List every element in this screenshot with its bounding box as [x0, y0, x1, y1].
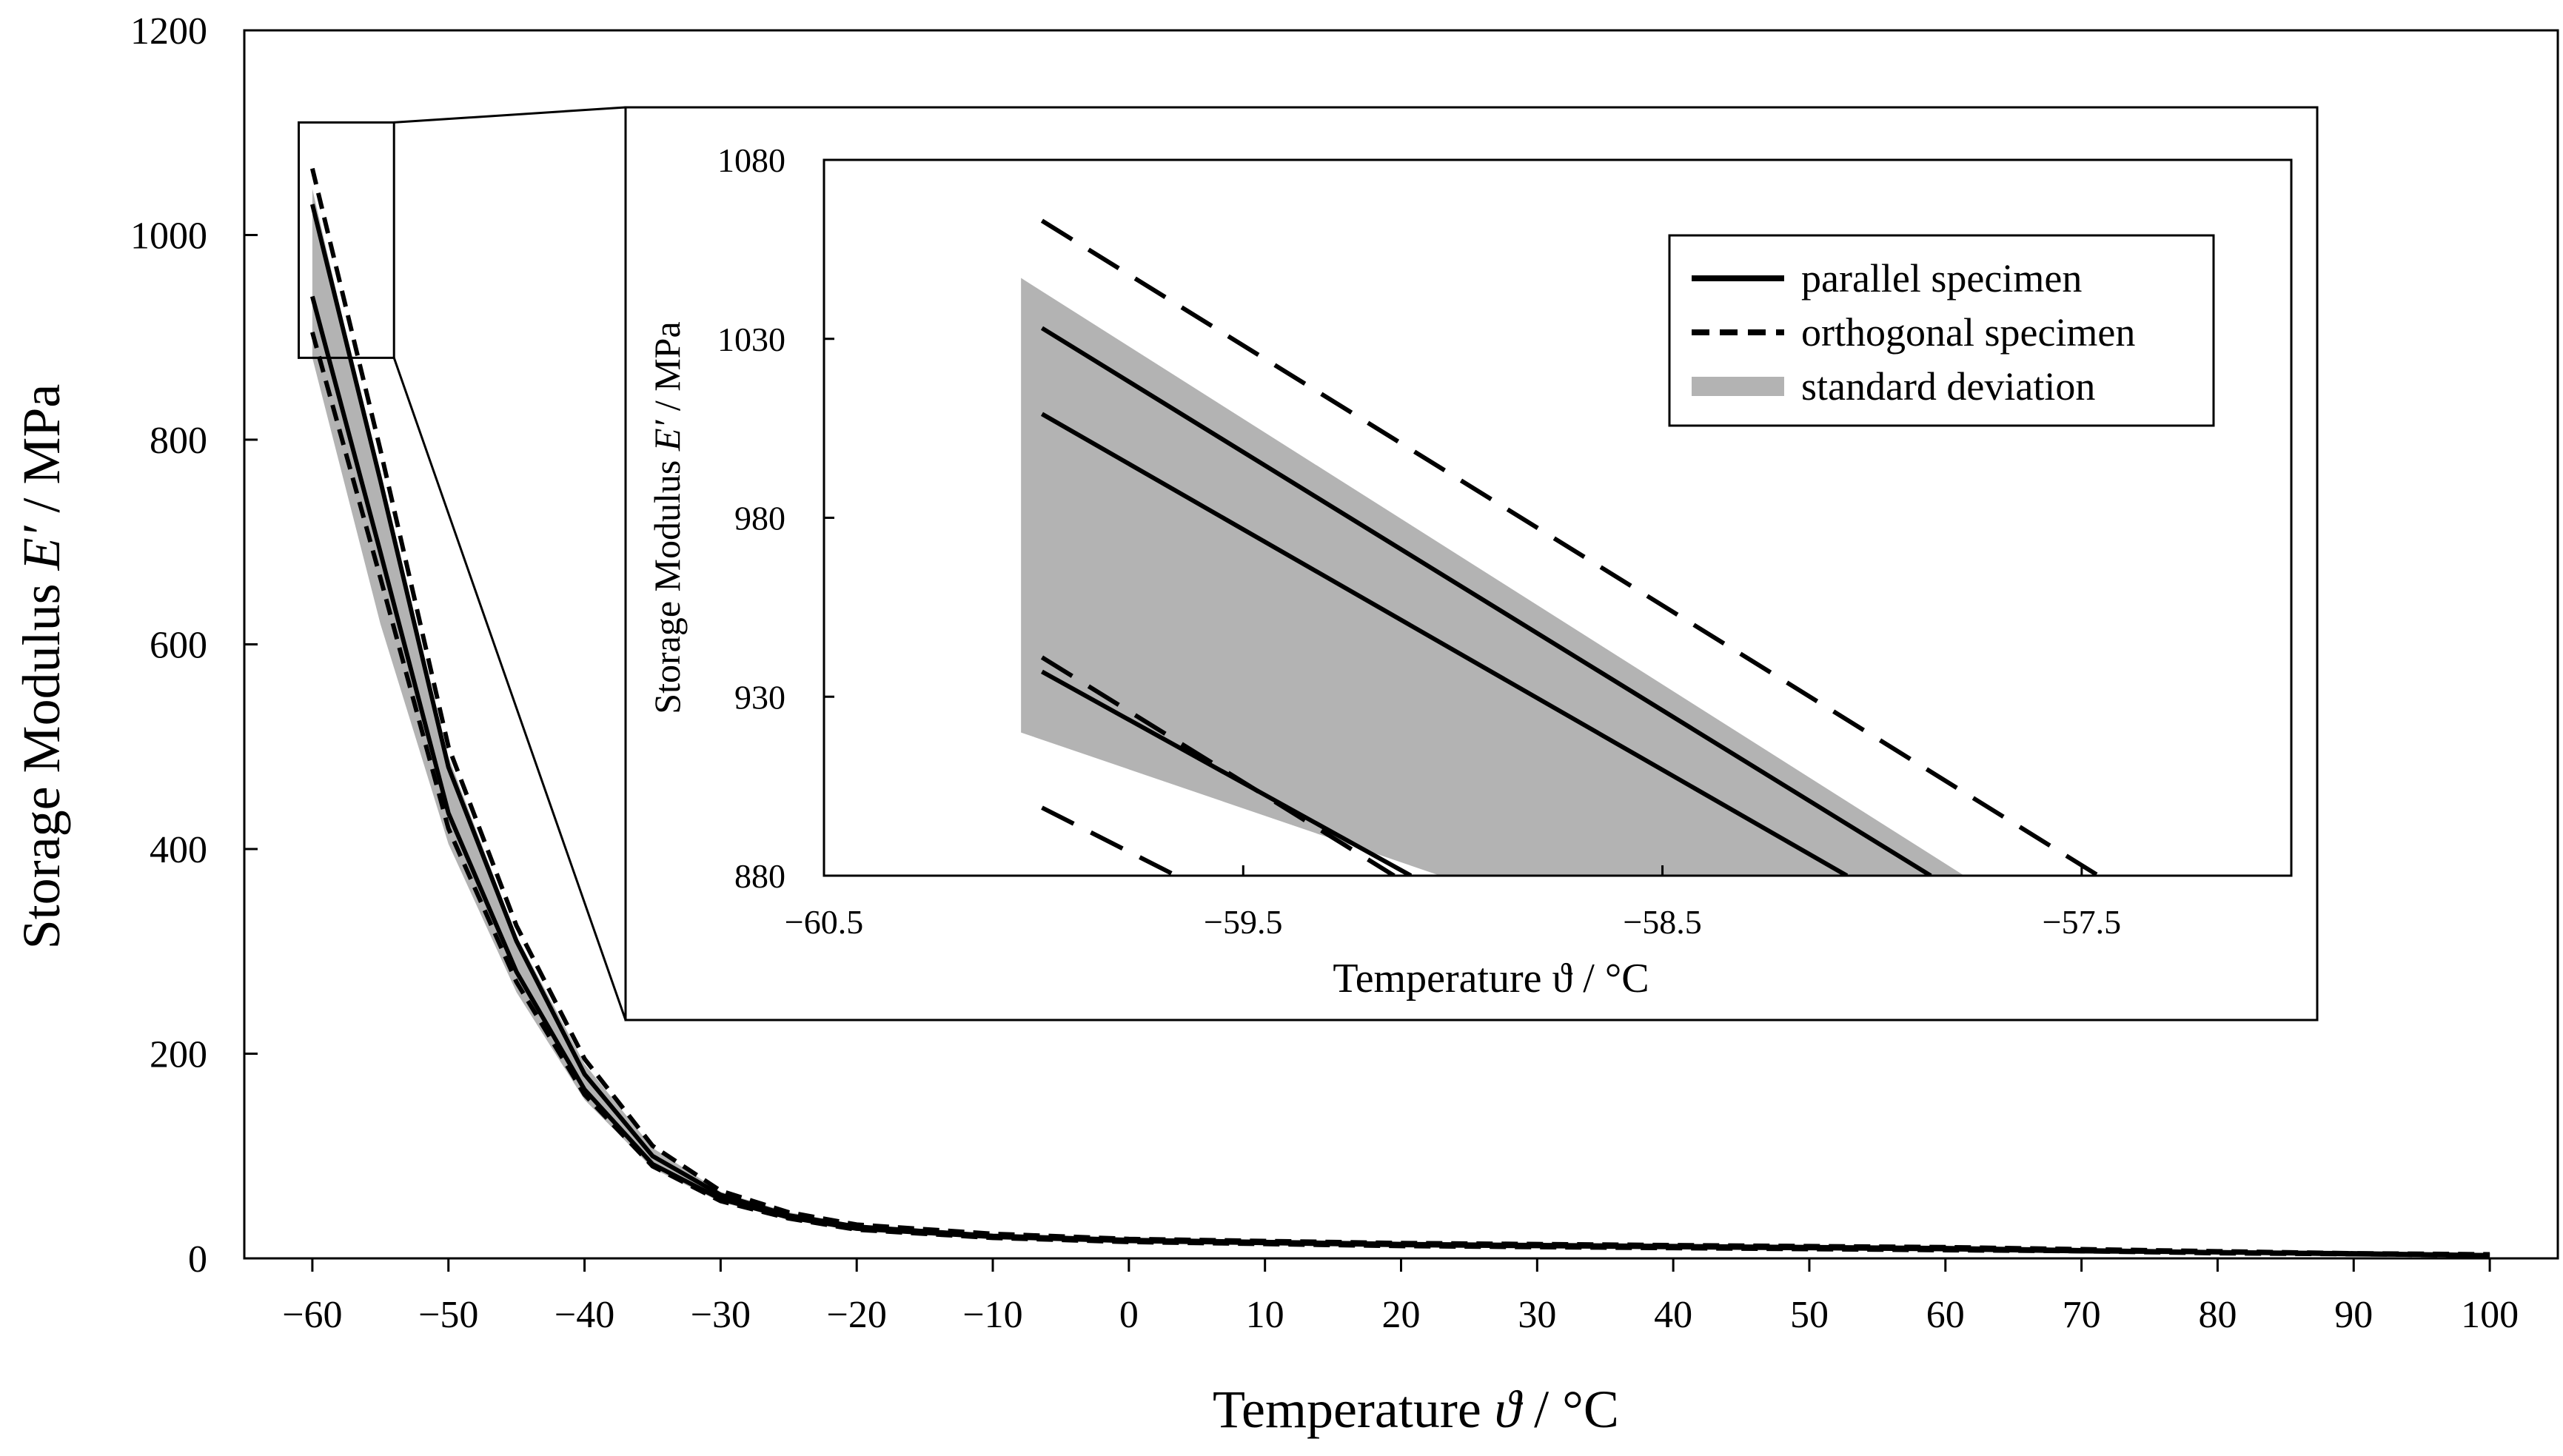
y-tick-label: 1000: [130, 215, 207, 258]
x-tick-label: 30: [1518, 1294, 1556, 1336]
legend-swatch-band: [1692, 377, 1784, 396]
inset-y-tick-label: 930: [734, 678, 785, 716]
main-series-line: [309, 167, 2490, 1257]
y-tick-label: 200: [150, 1034, 207, 1076]
x-tick-label: 50: [1790, 1294, 1829, 1336]
inset-y-axis-label: Storage Modulus E′ / MPa: [646, 321, 688, 714]
inset-x-tick-label: −59.5: [1204, 903, 1282, 941]
x-tick-label: 20: [1382, 1294, 1421, 1336]
x-tick-label: 60: [1926, 1294, 1965, 1336]
inset-series-line: [1041, 669, 1413, 876]
x-tick-label: 80: [2198, 1294, 2237, 1336]
zoom-connector-bottom: [392, 357, 627, 1021]
legend-entry: orthogonal specimen: [1692, 310, 2135, 355]
inset-y-tick-label: 1080: [717, 141, 785, 179]
zoom-connectors: [392, 106, 627, 1021]
inset-series-line: [1040, 655, 1396, 876]
inset-y-tick-label: 880: [734, 857, 785, 895]
zoom-connector-top: [394, 106, 626, 124]
inset-x-tick-label: −58.5: [1623, 903, 1701, 941]
x-tick-label: 70: [2063, 1294, 2101, 1336]
x-axis-label: Temperature ϑ / °C: [1213, 1380, 1619, 1439]
x-tick-label: 90: [2334, 1294, 2373, 1336]
inset-legend: parallel specimen orthogonal specimen stan…: [1668, 234, 2215, 427]
y-tick-label: 800: [150, 420, 207, 462]
inset-plot-area: [1021, 218, 2100, 876]
legend-entry: standard deviation: [1692, 364, 2095, 409]
x-tick-label: −10: [962, 1294, 1022, 1336]
x-tick-label: −50: [418, 1294, 478, 1336]
inset-x-tick-label: −60.5: [785, 903, 863, 941]
inset-series-line: [1040, 412, 1849, 876]
legend-label: standard deviation: [1801, 364, 2095, 409]
y-tick-label: 400: [150, 829, 207, 871]
inset-series-line: [1040, 218, 2100, 876]
legend-label: orthogonal specimen: [1801, 310, 2135, 355]
inset-y-tick-label: 980: [734, 500, 785, 537]
x-tick-label: 40: [1654, 1294, 1692, 1336]
inset-y-tick-label: 1030: [717, 321, 785, 358]
x-tick-label: 100: [2461, 1294, 2519, 1336]
x-tick-label: −20: [827, 1294, 887, 1336]
x-tick-label: −30: [691, 1294, 751, 1336]
legend-entry: parallel specimen: [1692, 256, 2082, 301]
legend-label: parallel specimen: [1801, 256, 2082, 301]
inset-series-line: [1040, 326, 1932, 876]
inset-x-axis-label: Temperature ϑ / °C: [1333, 956, 1649, 1002]
y-tick-label: 600: [150, 625, 207, 667]
inset-x-tick-label: −57.5: [2043, 903, 2121, 941]
main-chart: 0 200 400 600 800 1000 1200 −60 −50 −40 −30 −20 −10 0…: [12, 10, 2559, 1439]
inset-chart: 880 930 980 1030 1080 −60.5 −59.5 −58.5 −57.5 Tem…: [624, 106, 2319, 1021]
x-tick-label: 0: [1119, 1294, 1139, 1336]
y-axis-label: Storage Modulus E′ / MPa: [12, 384, 71, 950]
inset-std-band: [1021, 278, 1965, 876]
inset-series-line: [1041, 805, 1178, 876]
x-tick-label: 10: [1246, 1294, 1284, 1336]
zoom-region-box: [298, 121, 395, 359]
y-tick-label: 0: [188, 1238, 207, 1281]
x-tick-label: −60: [282, 1294, 342, 1336]
y-tick-label: 1200: [130, 10, 207, 53]
x-tick-label: −40: [555, 1294, 614, 1336]
